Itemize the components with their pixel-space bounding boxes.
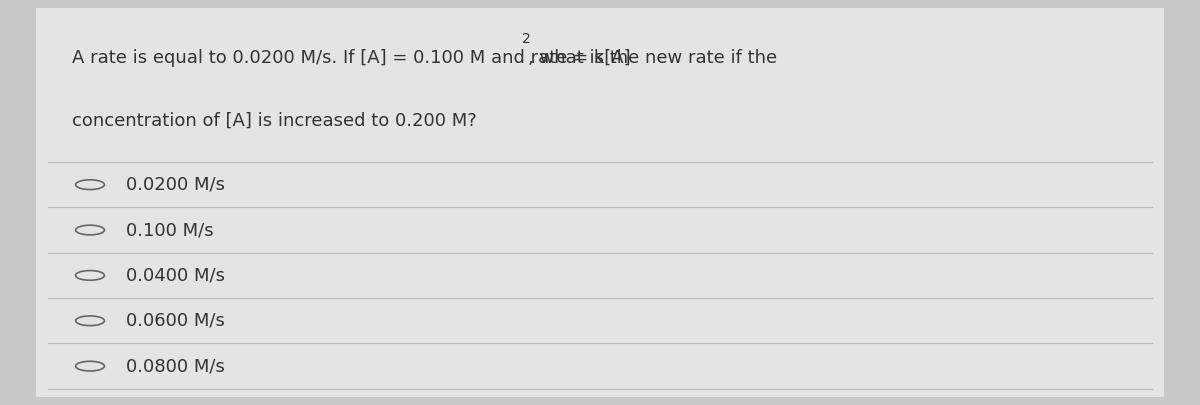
- Text: A rate is equal to 0.0200 M/s. If [A] = 0.100 M and rate = k[A]: A rate is equal to 0.0200 M/s. If [A] = …: [72, 49, 631, 66]
- Text: concentration of [A] is increased to 0.200 M?: concentration of [A] is increased to 0.2…: [72, 111, 476, 129]
- Text: 0.100 M/s: 0.100 M/s: [126, 221, 214, 239]
- Text: 0.0200 M/s: 0.0200 M/s: [126, 176, 226, 194]
- Text: , what is the new rate if the: , what is the new rate if the: [528, 49, 778, 66]
- Text: 2: 2: [522, 32, 530, 46]
- Text: 0.0800 M/s: 0.0800 M/s: [126, 357, 224, 375]
- Text: 0.0600 M/s: 0.0600 M/s: [126, 312, 224, 330]
- Text: 0.0400 M/s: 0.0400 M/s: [126, 266, 226, 284]
- FancyBboxPatch shape: [36, 8, 1164, 397]
